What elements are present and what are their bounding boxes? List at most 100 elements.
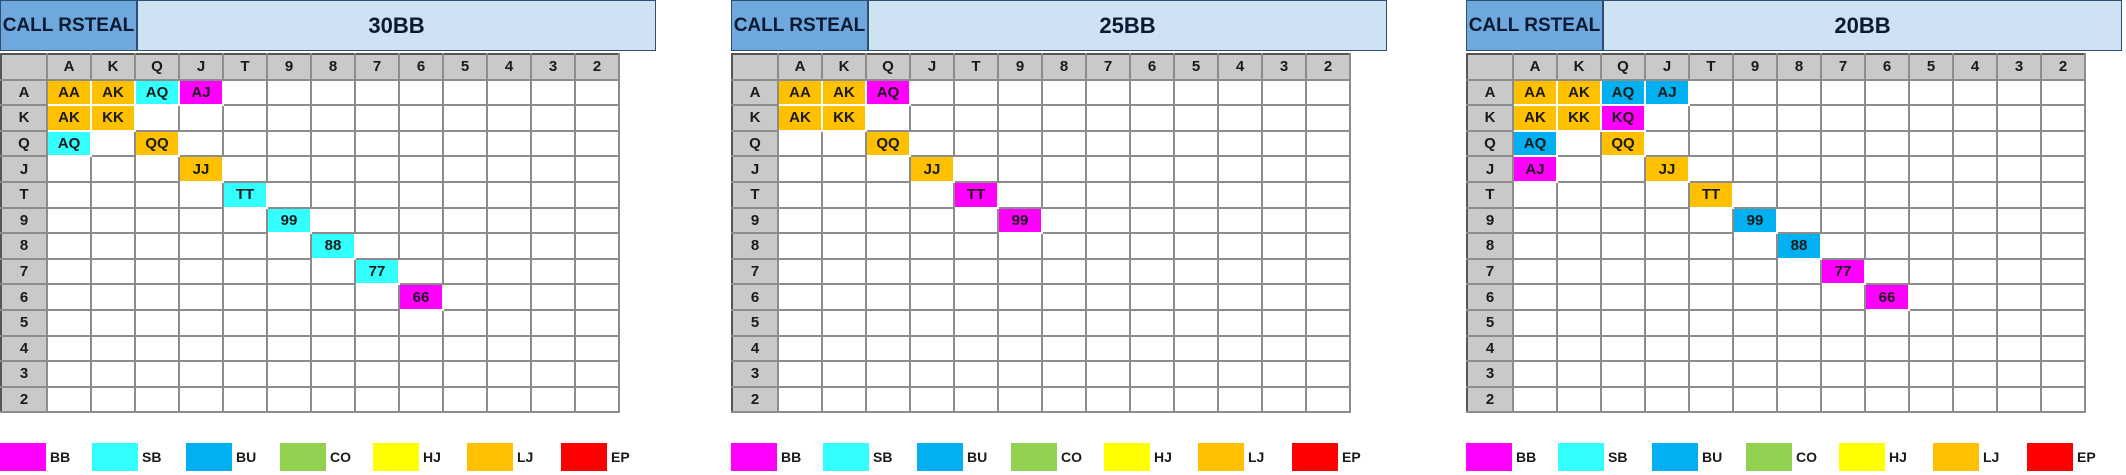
row-header: 8	[1466, 232, 1514, 260]
hand-cell	[1173, 360, 1219, 388]
hand-cell	[821, 283, 867, 311]
column-header: 5	[442, 53, 488, 81]
hand-cell	[777, 232, 823, 260]
hand-cell: AA	[46, 78, 92, 107]
hand-cell	[865, 360, 911, 388]
hand-cell	[953, 206, 999, 235]
hand-cell	[1952, 257, 1998, 286]
hand-cell: JJ	[1644, 155, 1690, 183]
hand-cell	[486, 78, 532, 107]
hand-cell	[909, 360, 955, 388]
panel-header: CALL RSTEAL 30BB	[0, 0, 656, 53]
hand-cell	[1644, 180, 1690, 209]
legend-label: SB	[1608, 449, 1628, 465]
column-header: T	[1688, 53, 1734, 81]
hand-cell	[1512, 232, 1558, 260]
row-header: 6	[731, 283, 779, 311]
hand-cell	[909, 334, 955, 363]
legend-swatch	[186, 443, 232, 471]
hand-cell	[1688, 206, 1734, 235]
hand-cell	[909, 257, 955, 286]
hand-cell	[310, 360, 356, 388]
hand-cell	[46, 257, 92, 286]
hand-cell	[1261, 232, 1307, 260]
hand-cell	[530, 360, 576, 388]
hand-cell: KK	[1556, 104, 1602, 132]
legend-label: CO	[1061, 449, 1082, 465]
hand-cell	[1776, 78, 1822, 107]
hand-cell	[442, 78, 488, 107]
hand-cell	[1556, 155, 1602, 183]
hand-cell	[1600, 308, 1646, 337]
hand-cell	[2040, 257, 2086, 286]
hand-cell	[1688, 360, 1734, 388]
hand-cell	[1864, 232, 1910, 260]
hand-cell	[1305, 257, 1351, 286]
hand-cell	[1644, 104, 1690, 132]
hand-cell	[442, 104, 488, 132]
legend-label: BB	[50, 449, 71, 465]
hand-cell	[486, 334, 532, 363]
hand-cell	[486, 232, 532, 260]
hand-cell	[1217, 257, 1263, 286]
hand-cell	[1041, 308, 1087, 337]
hand-cell	[442, 180, 488, 209]
hand-grid: A K Q J T 9 8 7 6 5 4 3 2 A AA AK AQ AJ K AK KK Q AQ QQ J JJ T TT 9 9…	[0, 53, 620, 414]
hand-cell	[1644, 129, 1690, 158]
hand-cell: AJ	[1512, 155, 1558, 183]
hand-cell	[530, 129, 576, 158]
hand-cell: QQ	[134, 129, 180, 158]
hand-cell	[222, 129, 268, 158]
column-header: 9	[997, 53, 1043, 81]
hand-cell	[1732, 232, 1778, 260]
hand-cell	[1261, 308, 1307, 337]
legend-swatch	[1839, 443, 1885, 471]
row-header: T	[731, 180, 779, 209]
hand-cell	[266, 78, 312, 107]
hand-cell	[1864, 104, 1910, 132]
hand-cell	[1173, 180, 1219, 209]
hand-cell	[90, 155, 136, 183]
hand-cell	[222, 308, 268, 337]
hand-cell	[442, 232, 488, 260]
row-header: 7	[1466, 257, 1514, 286]
hand-cell	[997, 129, 1043, 158]
panel-label: CALL RSTEAL	[0, 0, 138, 51]
legend-item-sb: SB	[92, 442, 161, 472]
hand-cell	[1644, 232, 1690, 260]
legend-item-ep: EP	[2027, 442, 2096, 472]
legend-item-hj: HJ	[1104, 442, 1172, 472]
hand-cell	[1908, 78, 1954, 107]
hand-cell	[1952, 206, 1998, 235]
hand-cell	[1776, 283, 1822, 311]
hand-cell	[354, 129, 400, 158]
legend-swatch	[1933, 443, 1979, 471]
row-header: 2	[1466, 385, 1514, 414]
hand-cell	[865, 334, 911, 363]
hand-cell: TT	[953, 180, 999, 209]
hand-cell	[222, 385, 268, 414]
hand-cell	[530, 308, 576, 337]
hand-cell	[1908, 104, 1954, 132]
hand-cell	[398, 104, 444, 132]
hand-cell	[865, 155, 911, 183]
hand-cell	[1173, 334, 1219, 363]
hand-cell	[1600, 232, 1646, 260]
hand-cell	[178, 283, 224, 311]
hand-cell	[1952, 283, 1998, 311]
row-header: J	[1466, 155, 1514, 183]
hand-cell	[90, 257, 136, 286]
hand-cell	[134, 360, 180, 388]
hand-cell	[821, 385, 867, 414]
hand-cell	[1732, 104, 1778, 132]
hand-cell	[1173, 232, 1219, 260]
legend-swatch	[1198, 443, 1244, 471]
hand-cell	[1217, 129, 1263, 158]
row-header: 3	[1466, 360, 1514, 388]
hand-cell	[1129, 78, 1175, 107]
hand-cell	[1776, 257, 1822, 286]
hand-cell	[530, 257, 576, 286]
hand-cell	[46, 180, 92, 209]
hand-cell	[486, 360, 532, 388]
hand-cell	[398, 334, 444, 363]
